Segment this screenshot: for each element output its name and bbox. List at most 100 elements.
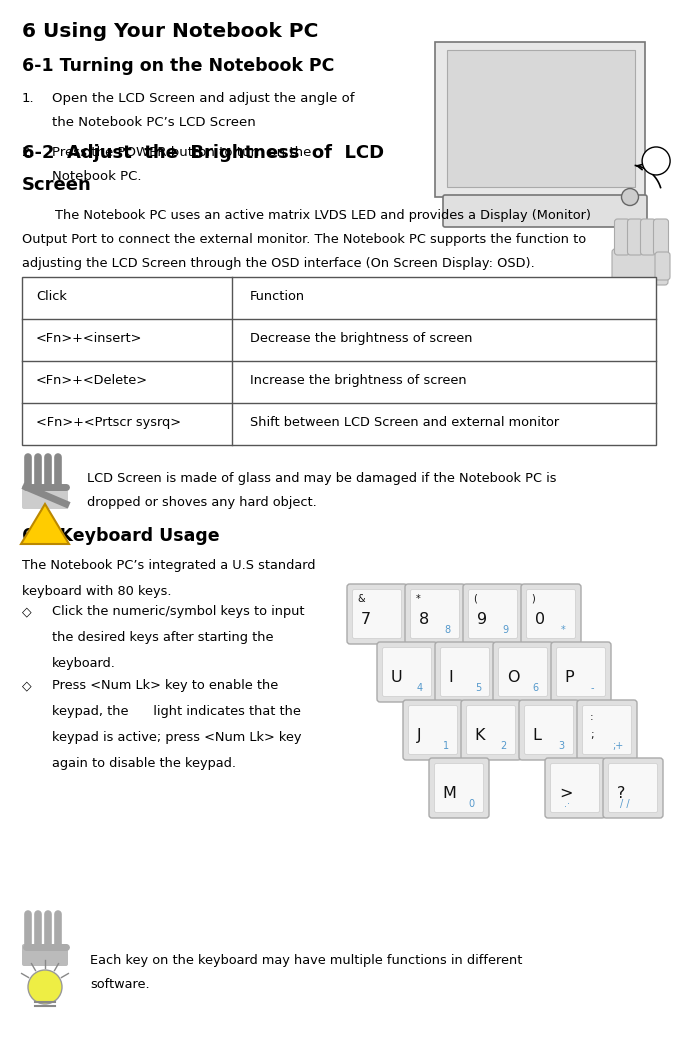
- Text: 6-3 Keyboard Usage: 6-3 Keyboard Usage: [22, 527, 220, 545]
- Text: Click the numeric/symbol keys to input: Click the numeric/symbol keys to input: [52, 605, 305, 618]
- Text: >: >: [559, 786, 572, 801]
- Text: The Notebook PC’s integrated a U.S standard: The Notebook PC’s integrated a U.S stand…: [22, 559, 315, 572]
- FancyBboxPatch shape: [521, 584, 581, 644]
- Text: 7: 7: [361, 612, 371, 627]
- Text: dropped or shoves any hard object.: dropped or shoves any hard object.: [87, 495, 317, 509]
- Text: 5: 5: [474, 683, 481, 693]
- Text: I: I: [449, 670, 454, 685]
- FancyBboxPatch shape: [429, 758, 489, 818]
- Bar: [22, 277, 656, 445]
- FancyBboxPatch shape: [499, 647, 547, 696]
- Text: ;+: ;+: [613, 742, 623, 751]
- FancyBboxPatch shape: [551, 764, 599, 812]
- Text: 1: 1: [443, 742, 449, 751]
- FancyBboxPatch shape: [353, 589, 402, 639]
- Text: L: L: [533, 728, 542, 743]
- Text: ): ): [532, 594, 535, 604]
- Text: 0: 0: [468, 800, 475, 809]
- Text: Shift between LCD Screen and external monitor: Shift between LCD Screen and external mo…: [250, 416, 559, 429]
- FancyBboxPatch shape: [640, 219, 656, 255]
- Text: 6: 6: [532, 683, 539, 693]
- Text: :: :: [590, 711, 593, 722]
- Text: 3: 3: [559, 742, 565, 751]
- Text: 8: 8: [445, 625, 451, 635]
- Text: <Fn>+<Delete>: <Fn>+<Delete>: [36, 375, 148, 387]
- Text: -: -: [590, 683, 594, 693]
- Text: adjusting the LCD Screen through the OSD interface (On Screen Display: OSD).: adjusting the LCD Screen through the OSD…: [22, 257, 534, 270]
- Text: Function: Function: [250, 290, 305, 303]
- FancyBboxPatch shape: [410, 589, 460, 639]
- FancyBboxPatch shape: [557, 647, 605, 696]
- Text: Press the POWER button to turn on the: Press the POWER button to turn on the: [52, 146, 311, 159]
- Text: keyboard.: keyboard.: [52, 658, 116, 670]
- Text: ?: ?: [617, 786, 625, 801]
- Text: 8: 8: [419, 612, 429, 627]
- Text: LCD Screen is made of glass and may be damaged if the Notebook PC is: LCD Screen is made of glass and may be d…: [87, 472, 557, 485]
- FancyBboxPatch shape: [441, 647, 489, 696]
- FancyBboxPatch shape: [468, 589, 518, 639]
- FancyBboxPatch shape: [383, 647, 431, 696]
- Text: Click: Click: [36, 290, 67, 303]
- FancyBboxPatch shape: [347, 584, 407, 644]
- FancyBboxPatch shape: [582, 706, 632, 754]
- FancyBboxPatch shape: [655, 252, 670, 280]
- Text: Each key on the keyboard may have multiple functions in different: Each key on the keyboard may have multip…: [90, 954, 522, 967]
- FancyBboxPatch shape: [526, 589, 576, 639]
- FancyBboxPatch shape: [627, 219, 642, 255]
- Text: 1.: 1.: [22, 92, 34, 105]
- Text: 6-1 Turning on the Notebook PC: 6-1 Turning on the Notebook PC: [22, 57, 334, 75]
- Text: *: *: [561, 625, 565, 635]
- Text: U: U: [391, 670, 402, 685]
- FancyBboxPatch shape: [408, 706, 458, 754]
- Text: keypad is active; press <Num Lk> key: keypad is active; press <Num Lk> key: [52, 731, 301, 744]
- FancyBboxPatch shape: [612, 249, 668, 285]
- Text: 2: 2: [501, 742, 507, 751]
- Text: / /: / /: [620, 800, 630, 809]
- Text: 9: 9: [477, 612, 487, 627]
- Text: again to disable the keypad.: again to disable the keypad.: [52, 757, 236, 770]
- Text: Output Port to connect the external monitor. The Notebook PC supports the functi: Output Port to connect the external moni…: [22, 232, 586, 246]
- FancyBboxPatch shape: [615, 219, 630, 255]
- FancyBboxPatch shape: [654, 219, 669, 255]
- Text: ;: ;: [590, 730, 593, 741]
- Circle shape: [621, 188, 638, 205]
- Circle shape: [28, 970, 62, 1004]
- Text: the Notebook PC’s LCD Screen: the Notebook PC’s LCD Screen: [52, 116, 255, 129]
- FancyBboxPatch shape: [377, 642, 437, 702]
- FancyBboxPatch shape: [463, 584, 523, 644]
- Text: O: O: [507, 670, 519, 685]
- Text: Screen: Screen: [22, 176, 92, 194]
- FancyBboxPatch shape: [524, 706, 574, 754]
- FancyBboxPatch shape: [545, 758, 605, 818]
- Text: keypad, the      light indicates that the: keypad, the light indicates that the: [52, 705, 301, 719]
- FancyBboxPatch shape: [22, 944, 68, 966]
- Text: <Fn>+<insert>: <Fn>+<insert>: [36, 332, 142, 345]
- Text: <Fn>+<Prtscr sysrq>: <Fn>+<Prtscr sysrq>: [36, 416, 181, 429]
- Text: J: J: [417, 728, 421, 743]
- Text: Press <Num Lk> key to enable the: Press <Num Lk> key to enable the: [52, 679, 278, 692]
- FancyBboxPatch shape: [609, 764, 658, 812]
- Text: software.: software.: [90, 978, 150, 991]
- Text: keyboard with 80 keys.: keyboard with 80 keys.: [22, 585, 171, 598]
- Text: ◇: ◇: [22, 605, 32, 618]
- FancyBboxPatch shape: [519, 700, 579, 760]
- FancyBboxPatch shape: [403, 700, 463, 760]
- FancyBboxPatch shape: [405, 584, 465, 644]
- FancyBboxPatch shape: [461, 700, 521, 760]
- Text: Open the LCD Screen and adjust the angle of: Open the LCD Screen and adjust the angle…: [52, 92, 355, 105]
- Text: 0: 0: [534, 612, 545, 627]
- Text: 4: 4: [417, 683, 423, 693]
- Text: The Notebook PC uses an active matrix LVDS LED and provides a Display (Monitor): The Notebook PC uses an active matrix LV…: [22, 209, 591, 222]
- Text: (: (: [474, 594, 477, 604]
- FancyBboxPatch shape: [577, 700, 637, 760]
- Text: 9: 9: [503, 625, 509, 635]
- Text: M: M: [443, 786, 457, 801]
- Text: Increase the brightness of screen: Increase the brightness of screen: [250, 375, 466, 387]
- FancyBboxPatch shape: [435, 764, 483, 812]
- FancyBboxPatch shape: [493, 642, 553, 702]
- Text: 6-2  Adjust  the  Brightness  of  LCD: 6-2 Adjust the Brightness of LCD: [22, 144, 384, 162]
- FancyBboxPatch shape: [447, 50, 635, 187]
- FancyBboxPatch shape: [443, 195, 647, 227]
- Polygon shape: [435, 42, 645, 197]
- FancyBboxPatch shape: [22, 485, 68, 509]
